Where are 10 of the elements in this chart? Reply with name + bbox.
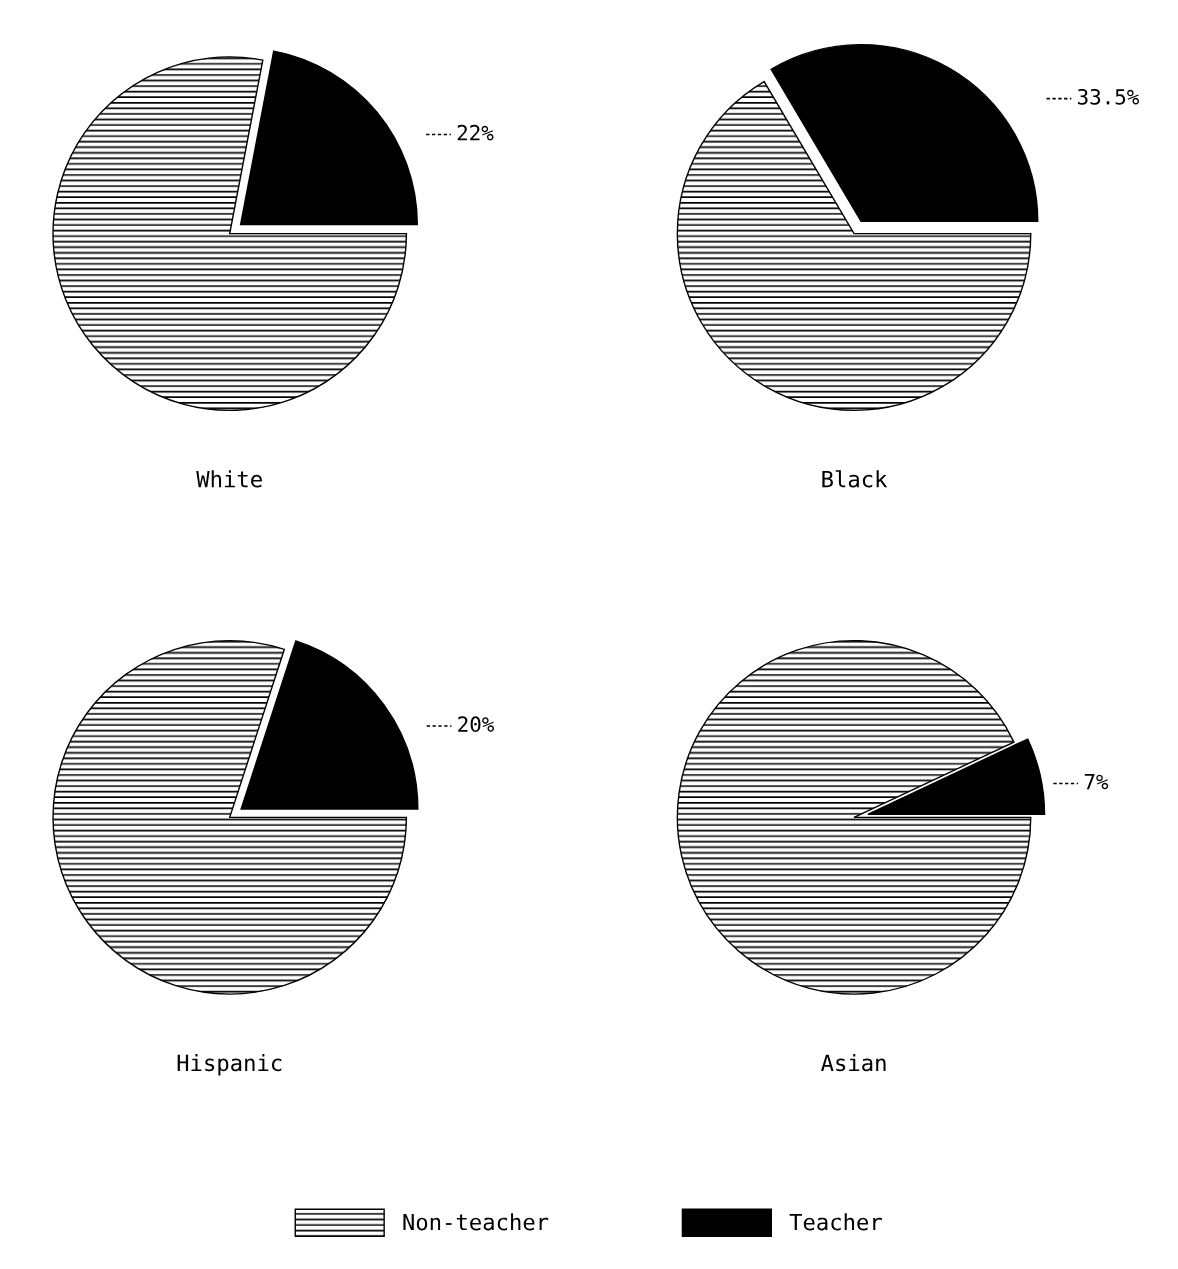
- data-label: 33.5%: [1078, 88, 1140, 105]
- text: Black: [822, 470, 888, 488]
- data-label: 20%: [458, 716, 495, 733]
- text: Hispanic: [177, 1054, 282, 1076]
- data-label: 7%: [1084, 774, 1109, 790]
- text: White: [196, 470, 262, 488]
- legend-label: Teacher: [789, 1213, 882, 1231]
- data-label: 22%: [457, 124, 494, 141]
- text: Asian: [821, 1054, 886, 1072]
- legend-label: Non-teacher: [403, 1213, 549, 1231]
